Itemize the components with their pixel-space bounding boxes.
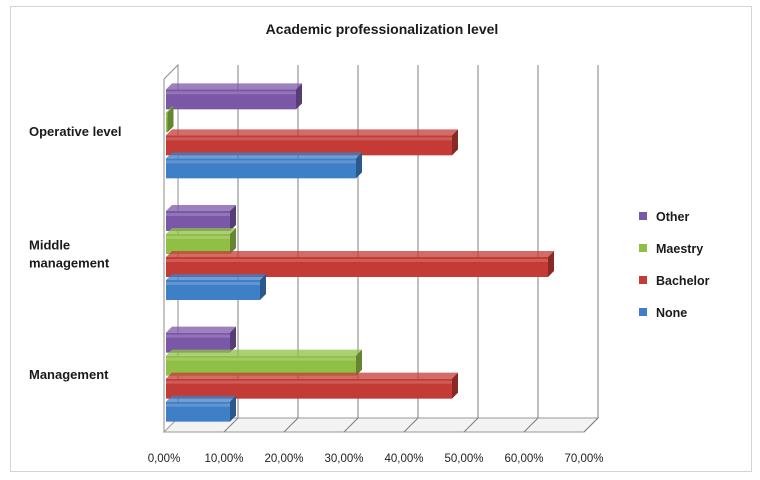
legend-label: None: [656, 306, 687, 320]
category-label: Operative level: [29, 124, 122, 139]
gridline: [403, 65, 419, 433]
legend-swatch: [639, 276, 647, 284]
chart-title: Academic professionalization level: [266, 21, 499, 37]
gridline: [283, 65, 299, 433]
gridline: [223, 65, 239, 433]
bars: [166, 83, 554, 422]
bar-maestry-2: [166, 228, 236, 254]
category-labels: Operative level Middle management Managemen…: [29, 124, 122, 382]
bar-bachelor-3: [166, 372, 458, 399]
legend-swatch: [639, 308, 647, 316]
bar-other-2: [166, 205, 236, 231]
bar-none-2: [166, 274, 266, 300]
x-tick-label: 30,00%: [324, 453, 363, 465]
bar-bachelor-1: [166, 129, 458, 156]
x-axis-tick-labels: 0,00% 10,00% 20,00% 30,00% 40,00% 50,00% 60,00…: [148, 453, 604, 465]
x-tick-label: 70,00%: [564, 453, 603, 465]
legend-label: Bachelor: [656, 274, 710, 288]
legend-label: Maestry: [656, 242, 703, 256]
legend-item-other: Other: [639, 210, 689, 224]
bar-chart: Academic professionalization level Opera…: [29, 21, 710, 465]
gridline: [343, 65, 359, 433]
x-tick-label: 0,00%: [148, 453, 181, 465]
legend-item-bachelor: Bachelor: [639, 274, 710, 288]
bar-maestry-1: [166, 106, 174, 133]
chart-frame: Academic professionalization level Opera…: [10, 6, 752, 472]
x-tick-label: 50,00%: [444, 453, 483, 465]
legend-label: Other: [656, 210, 689, 224]
bar-none-3: [166, 395, 236, 422]
category-label: Middle management: [29, 238, 110, 271]
gridlines: [223, 65, 599, 433]
legend-swatch: [639, 244, 647, 252]
bar-other-3: [166, 326, 236, 353]
legend-item-maestry: Maestry: [639, 242, 703, 256]
legend: Other Maestry Bachelor None: [639, 210, 710, 320]
bar-maestry-3: [166, 349, 362, 376]
x-tick-label: 10,00%: [204, 453, 243, 465]
bar-none-1: [166, 152, 362, 179]
gridline: [523, 65, 539, 433]
legend-swatch: [639, 212, 647, 220]
bar-other-1: [166, 83, 302, 110]
x-tick-label: 20,00%: [264, 453, 303, 465]
legend-item-none: None: [639, 306, 687, 320]
gridline: [463, 65, 479, 433]
bar-bachelor-2: [166, 251, 554, 277]
category-label: Management: [29, 367, 109, 382]
x-tick-label: 60,00%: [504, 453, 543, 465]
x-tick-label: 40,00%: [384, 453, 423, 465]
gridline: [583, 65, 599, 433]
